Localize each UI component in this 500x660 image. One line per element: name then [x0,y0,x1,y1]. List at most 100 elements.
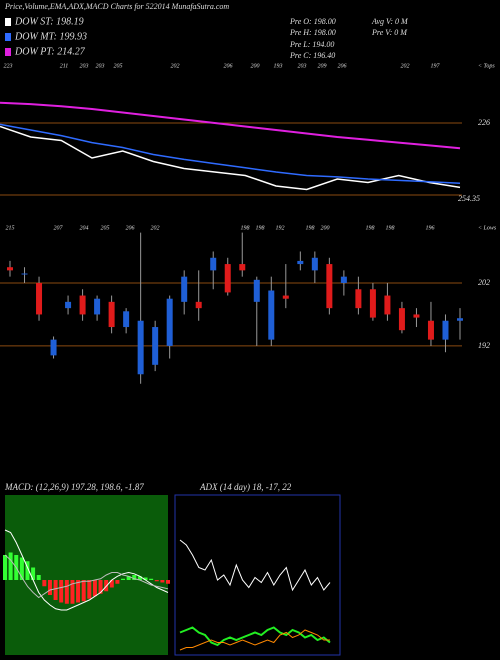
candle-body [311,257,318,271]
candle-body [50,339,57,356]
candle-body [166,298,173,346]
adx-line [179,629,330,651]
candle-body [65,301,72,309]
y-tick-label: 192 [478,341,490,350]
macd-title: MACD: (12,26,9) 197.28, 198.6, -1.87 [4,482,144,492]
low-label: 192 [276,225,285,231]
legend-entry: DOW PT: 214.27 [14,46,86,57]
candle-body [442,320,449,340]
info-text: Pre O: 198.00 [289,17,336,26]
histogram-bar [76,580,81,603]
histogram-bar [160,580,165,583]
candle-body [210,257,217,271]
histogram-bar [31,567,36,580]
series-line [0,101,461,150]
macd-line [4,529,169,611]
histogram-bar [92,580,97,597]
low-label: 204 [80,224,89,231]
low-label: 205 [101,225,110,231]
candle-body [340,276,347,283]
histogram-bar [166,580,170,584]
histogram-bar [126,576,131,580]
top-label: 206 [338,63,347,69]
candle-body [384,295,391,315]
candle-body [282,295,289,299]
histogram-bar [115,580,120,584]
histogram-bar [87,580,92,599]
adx-line [179,539,331,592]
histogram-bar [36,575,41,580]
candle-body [152,327,159,365]
low-label: 198 [366,225,375,231]
top-label: 211 [60,63,69,69]
candle-body [398,308,405,331]
candle-body [7,267,13,271]
macd-line [4,554,169,599]
histogram-bar [98,580,103,594]
histogram-bar [53,580,58,600]
tops-label: < Tops [478,63,495,69]
histogram-bar [81,580,86,602]
candle-body [253,279,260,302]
histogram-bar [8,552,13,580]
candle-body [36,282,43,315]
info-text: Pre L: 194.00 [289,40,334,49]
candle-body [355,289,362,309]
candle-body [326,264,333,309]
histogram-bar [19,557,24,580]
histogram-bar [154,580,159,582]
candle-body [123,311,130,328]
y-tick-label: 202 [478,278,490,287]
histogram-bar [59,580,64,603]
low-label: 198 [256,225,265,231]
candle-body [94,298,101,315]
candle-body [369,289,376,318]
adx-title: ADX (14 day) 18, -17, 22 [199,482,292,492]
info-text: Pre H: 198.00 [289,28,336,37]
legend-swatch [5,33,11,41]
info-text: Pre C: 196.40 [289,51,335,60]
info-text: Avg V: 0 M [371,17,409,26]
histogram-bar [109,580,114,588]
legend-swatch [5,18,11,26]
histogram-bar [64,580,69,604]
lows-label: < Lows [478,225,497,231]
adx-panel [174,494,341,656]
histogram-bar [132,575,137,580]
candle-body [224,264,231,293]
low-label: 215 [6,225,15,231]
low-label: 196 [426,225,435,231]
adx-line [179,626,331,647]
top-label: 193 [274,63,283,69]
histogram-bar [143,577,148,580]
low-label: 202 [151,225,160,231]
top-label: 223 [4,63,13,69]
histogram-bar [3,555,7,580]
header: Price,Volume,EMA,ADX,MACD Charts for 522… [4,2,229,11]
top-label: 203 [96,63,105,69]
series-line [0,123,461,184]
low-label: 198 [386,225,395,231]
candle-body [79,295,86,315]
candle-body [137,320,144,375]
info-text: Pre V: 0 M [371,28,408,37]
legend-entry: DOW ST: 198.19 [14,16,84,27]
candle-body [239,264,246,271]
histogram-bar [121,578,126,580]
top-label: 200 [251,63,260,69]
legend-swatch [5,48,11,56]
low-label: 206 [126,225,135,231]
top-label: 203 [80,63,89,69]
top-label: 206 [224,63,233,69]
candle-body [457,318,463,321]
candle-body [413,314,420,318]
histogram-bar [42,580,47,587]
top-label: 202 [401,63,410,69]
legend-entry: DOW MT: 199.93 [14,31,87,42]
annotation: 254.35 [458,194,480,203]
low-label: 198 [306,225,315,231]
histogram-bar [137,576,142,580]
top-label: 203 [298,63,307,69]
